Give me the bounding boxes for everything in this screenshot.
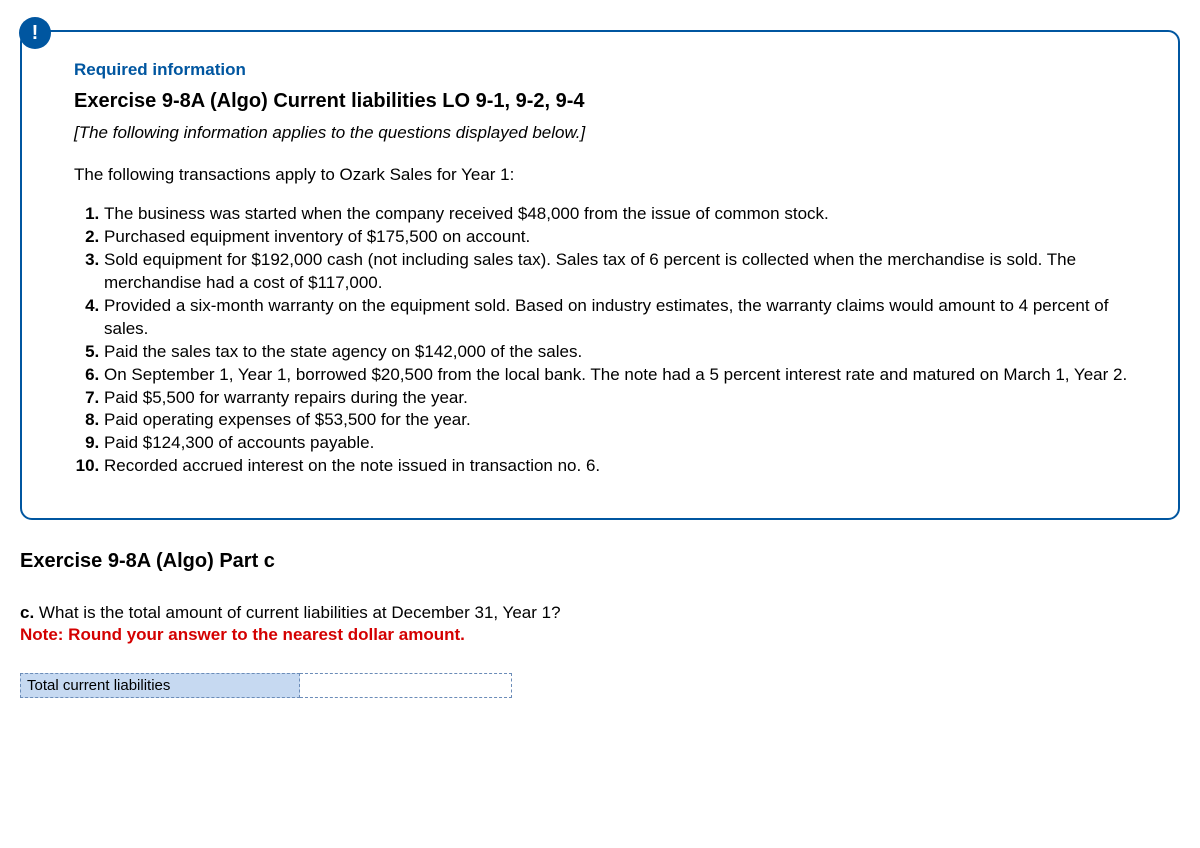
page-container: ! Required information Exercise 9-8A (Al… — [0, 0, 1200, 718]
list-item: Purchased equipment inventory of $175,50… — [104, 226, 1138, 249]
total-current-liabilities-input[interactable] — [300, 673, 512, 698]
answer-row: Total current liabilities — [20, 673, 460, 698]
transaction-list: The business was started when the compan… — [74, 203, 1138, 478]
rounding-note: Note: Round your answer to the nearest d… — [20, 625, 1180, 645]
required-info-box: ! Required information Exercise 9-8A (Al… — [20, 30, 1180, 520]
required-info-heading: Required information — [74, 60, 1138, 80]
list-item: Paid $124,300 of accounts payable. — [104, 432, 1138, 455]
answer-label-cell: Total current liabilities — [20, 673, 300, 698]
question-text: c. What is the total amount of current l… — [20, 603, 1180, 623]
list-item: The business was started when the compan… — [104, 203, 1138, 226]
list-item: Paid operating expenses of $53,500 for t… — [104, 409, 1138, 432]
question-body: What is the total amount of current liab… — [34, 603, 560, 622]
exclamation-icon: ! — [32, 22, 39, 45]
list-item: Provided a six-month warranty on the equ… — [104, 295, 1138, 341]
part-title: Exercise 9-8A (Algo) Part c — [20, 550, 1180, 573]
question-label: c. — [20, 603, 34, 622]
list-item: Recorded accrued interest on the note is… — [104, 455, 1138, 478]
list-item: On September 1, Year 1, borrowed $20,500… — [104, 364, 1138, 387]
applies-note: [The following information applies to th… — [74, 123, 1138, 143]
list-item: Paid the sales tax to the state agency o… — [104, 341, 1138, 364]
intro-text: The following transactions apply to Ozar… — [74, 165, 1138, 185]
list-item: Paid $5,500 for warranty repairs during … — [104, 387, 1138, 410]
exercise-title: Exercise 9-8A (Algo) Current liabilities… — [74, 90, 1138, 113]
list-item: Sold equipment for $192,000 cash (not in… — [104, 249, 1138, 295]
alert-badge: ! — [19, 17, 51, 49]
